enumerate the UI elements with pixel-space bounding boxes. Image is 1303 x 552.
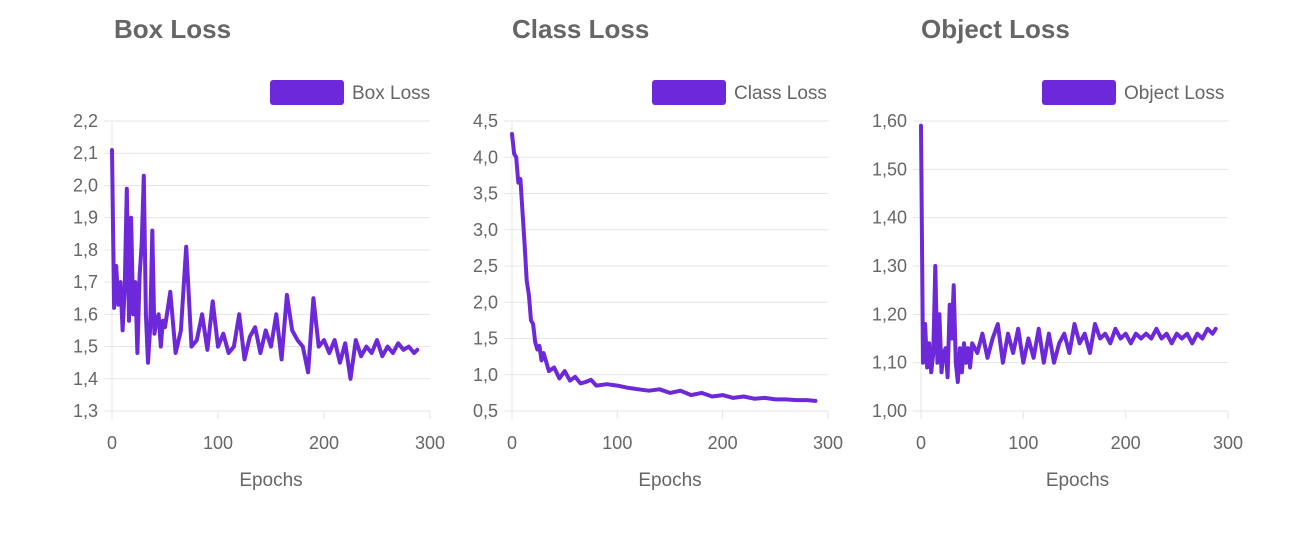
y-tick-label: 1,6: [73, 304, 98, 324]
y-tick-label: 2,5: [473, 256, 498, 276]
y-tick-label: 1,40: [872, 208, 907, 228]
legend-swatch: [1042, 80, 1116, 105]
chart-title: Box Loss: [114, 14, 232, 44]
x-tick-label: 300: [415, 433, 445, 453]
chart-title: Class Loss: [512, 14, 650, 44]
y-tick-label: 2,2: [73, 111, 98, 131]
x-tick-label: 200: [309, 433, 339, 453]
y-tick-label: 1,60: [872, 111, 907, 131]
y-tick-label: 4,0: [473, 147, 498, 167]
x-tick-label: 200: [1111, 433, 1141, 453]
class-loss-plot: 0,5 1,0 1,5 2,0 2,5 3,0 3,5 4,0 4,5 0 100 200 300 Epo…: [473, 80, 843, 491]
y-tick-label: 1,4: [73, 369, 98, 389]
y-tick-label: 2,0: [73, 175, 98, 195]
x-tick-label: 0: [916, 433, 926, 453]
y-tick-label: 2,1: [73, 143, 98, 163]
y-tick-label: 0,5: [473, 401, 498, 421]
y-tick-label: 1,00: [872, 401, 907, 421]
x-tick-label: 100: [602, 433, 632, 453]
box-loss-plot: 1,3 1,4 1,5 1,6 1,7 1,8 1,9 2,0 2,1 2,2 0 100 200 300…: [73, 80, 445, 491]
x-tick-label: 100: [1008, 433, 1038, 453]
x-tick-label: 300: [813, 433, 843, 453]
x-tick-label: 200: [708, 433, 738, 453]
y-tick-label: 1,5: [473, 329, 498, 349]
y-tick-label: 1,9: [73, 208, 98, 228]
legend-swatch: [652, 80, 726, 105]
series-line: [110, 148, 420, 381]
y-tick-label: 1,20: [872, 304, 907, 324]
y-tick-label: 4,5: [473, 111, 498, 131]
y-tick-label: 1,50: [872, 159, 907, 179]
legend-label: Class Loss: [734, 83, 827, 104]
box-loss-chart: Box Loss 1,3 1,4 1,5 1,6 1,7 1,8 1,9 2,0 2,1 2,2 0…: [0, 0, 445, 552]
legend-label: Box Loss: [352, 83, 430, 104]
class-loss-chart: Class Loss 0,5 1,0 1,5 2,0 2,5 3,0 3,5 4,0 4,5 0 1…: [440, 0, 870, 552]
y-tick-label: 1,7: [73, 272, 98, 292]
y-tick-label: 3,0: [473, 220, 498, 240]
x-tick-label: 0: [107, 433, 117, 453]
series-line: [919, 123, 1218, 384]
legend-swatch: [270, 80, 344, 105]
y-tick-label: 1,5: [73, 337, 98, 357]
x-axis-title: Epochs: [239, 470, 302, 491]
y-tick-label: 1,30: [872, 256, 907, 276]
chart-title: Object Loss: [921, 14, 1070, 44]
x-tick-label: 100: [203, 433, 233, 453]
y-tick-label: 1,3: [73, 401, 98, 421]
y-tick-label: 2,0: [473, 292, 498, 312]
x-axis-title: Epochs: [638, 470, 701, 491]
x-tick-label: 0: [507, 433, 517, 453]
y-tick-label: 1,10: [872, 353, 907, 373]
object-loss-chart: Object Loss 1,00 1,10 1,20 1,30 1,40 1,50 1,60…: [870, 0, 1303, 552]
y-tick-label: 3,5: [473, 184, 498, 204]
series-line: [510, 132, 818, 403]
y-tick-label: 1,8: [73, 240, 98, 260]
x-axis-title: Epochs: [1046, 470, 1109, 491]
x-tick-label: 300: [1213, 433, 1243, 453]
object-loss-plot: 1,00 1,10 1,20 1,30 1,40 1,50 1,60 0 100 200 300 Ep…: [872, 80, 1243, 491]
y-tick-label: 1,0: [473, 365, 498, 385]
legend-label: Object Loss: [1124, 83, 1224, 104]
